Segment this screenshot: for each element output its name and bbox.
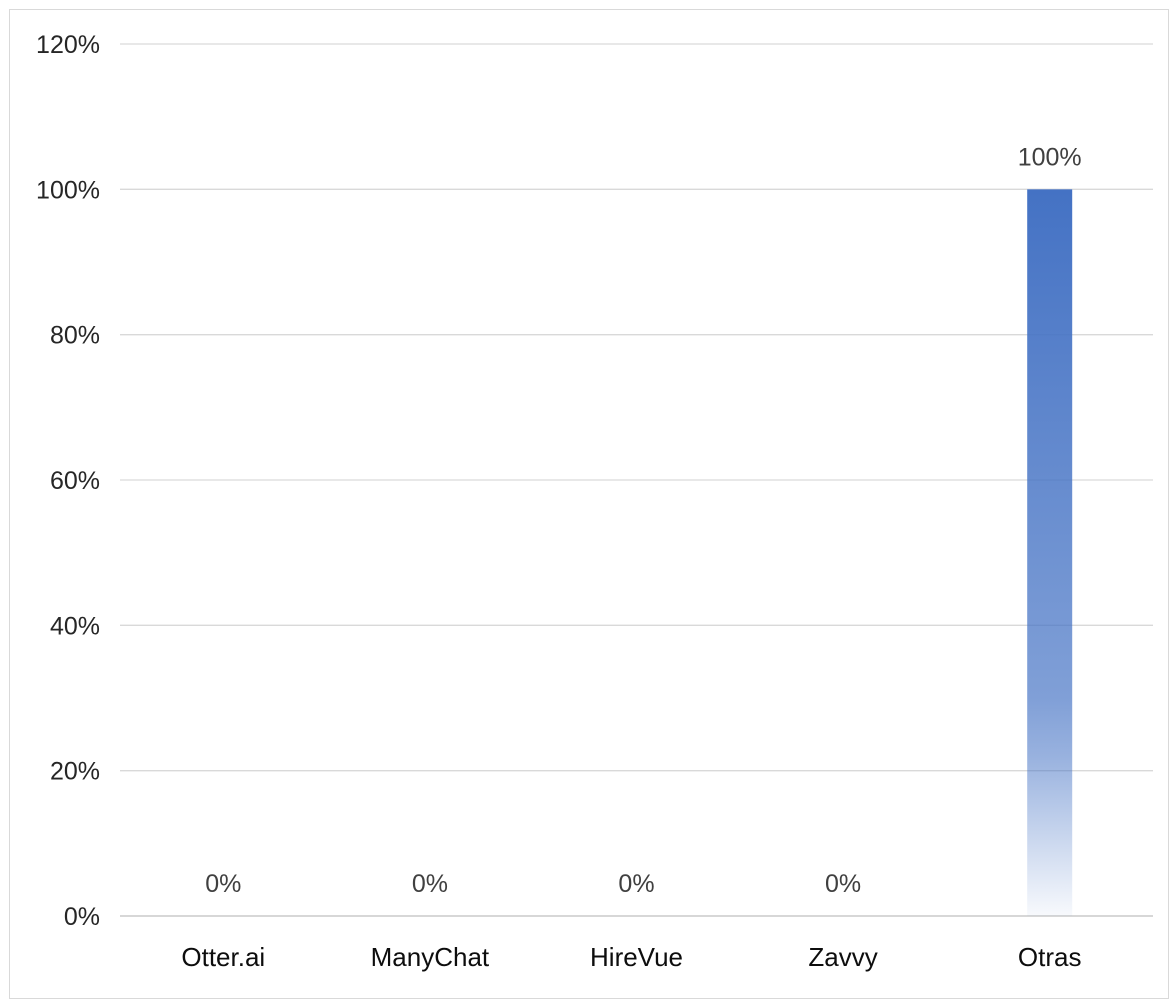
- y-tick-label: 100%: [36, 176, 100, 204]
- data-labels: 0% 0% 0% 0% 100%: [205, 143, 1081, 898]
- y-tick-label: 20%: [50, 758, 100, 786]
- data-label: 0%: [618, 870, 654, 898]
- y-tick-label: 0%: [64, 903, 100, 931]
- data-label: 100%: [1018, 143, 1082, 171]
- x-category-label: ManyChat: [371, 942, 490, 972]
- y-tick-label: 120%: [36, 31, 100, 59]
- x-category-label: HireVue: [590, 942, 683, 972]
- data-label: 0%: [825, 870, 861, 898]
- y-tick-label: 40%: [50, 612, 100, 640]
- y-tick-label: 80%: [50, 322, 100, 350]
- x-category-label: Zavvy: [808, 942, 877, 972]
- gridlines: [120, 43, 1153, 917]
- bar-otras: [1027, 189, 1073, 917]
- x-category-label: Otras: [1018, 942, 1082, 972]
- chart-frame: [9, 9, 1169, 999]
- x-axis-categories: Otter.ai ManyChat HireVue Zavvy Otras: [181, 942, 1081, 972]
- x-category-label: Otter.ai: [181, 942, 265, 972]
- bars: [1027, 189, 1073, 917]
- data-label: 0%: [412, 870, 448, 898]
- data-label: 0%: [205, 870, 241, 898]
- y-tick-label: 60%: [50, 467, 100, 495]
- y-axis-ticks: 0% 20% 40% 60% 80% 100% 120%: [36, 31, 100, 931]
